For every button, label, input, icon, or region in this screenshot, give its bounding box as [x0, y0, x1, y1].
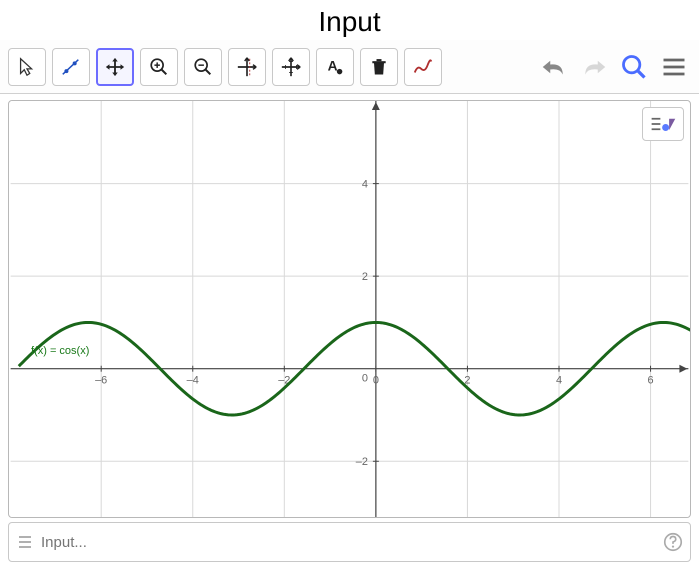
pointer-icon — [16, 56, 38, 78]
svg-text:–2: –2 — [356, 456, 368, 468]
redo-icon — [579, 52, 609, 82]
input-help-button[interactable] — [656, 525, 690, 559]
zoom-in-icon — [148, 56, 170, 78]
zoom-in-button[interactable] — [140, 48, 178, 86]
svg-text:0: 0 — [362, 373, 368, 385]
graph-svg: –6–4–20246–2240 — [9, 101, 690, 517]
move-tool-button[interactable] — [96, 48, 134, 86]
undo-icon — [539, 52, 569, 82]
trash-icon — [369, 57, 389, 77]
line-tool-button[interactable] — [52, 48, 90, 86]
svg-text:2: 2 — [362, 271, 368, 283]
algebra-panel-toggle-button[interactable] — [642, 107, 684, 141]
move-icon — [104, 56, 126, 78]
undo-button[interactable] — [537, 50, 571, 84]
svg-text:4: 4 — [362, 179, 368, 191]
line-icon — [60, 56, 82, 78]
help-icon — [662, 531, 684, 553]
delete-tool-button[interactable] — [360, 48, 398, 86]
search-icon — [620, 53, 648, 81]
algebra-panel-icon — [649, 112, 677, 136]
function-label: f(x) = cos(x) — [31, 345, 89, 357]
show-grid-axes-button[interactable] — [272, 48, 310, 86]
menu-button[interactable] — [657, 50, 691, 84]
svg-text:0: 0 — [373, 375, 379, 387]
zoom-out-button[interactable] — [184, 48, 222, 86]
pointer-tool-button[interactable] — [8, 48, 46, 86]
graph-area[interactable]: –6–4–20246–2240 f(x) = cos(x) — [8, 100, 691, 518]
menu-icon — [660, 53, 688, 81]
svg-text:–6: –6 — [95, 375, 107, 387]
algebra-input[interactable] — [33, 534, 656, 551]
svg-text:4: 4 — [556, 375, 562, 387]
tool-group-left: A — [8, 48, 442, 86]
input-drag-icon — [9, 536, 33, 548]
page-title: Input — [0, 0, 699, 40]
show-axes-button[interactable] — [228, 48, 266, 86]
text-tool-icon: A — [324, 56, 346, 78]
axes-grid-icon — [280, 56, 302, 78]
redo-button[interactable] — [577, 50, 611, 84]
freehand-tool-button[interactable] — [404, 48, 442, 86]
axes-icon — [236, 56, 258, 78]
input-bar — [8, 522, 691, 562]
search-button[interactable] — [617, 50, 651, 84]
freehand-icon — [412, 56, 434, 78]
text-tool-button[interactable]: A — [316, 48, 354, 86]
svg-text:A: A — [328, 58, 338, 73]
svg-text:6: 6 — [648, 375, 654, 387]
toolbar: A — [0, 40, 699, 94]
zoom-out-icon — [192, 56, 214, 78]
svg-text:–4: –4 — [187, 375, 199, 387]
